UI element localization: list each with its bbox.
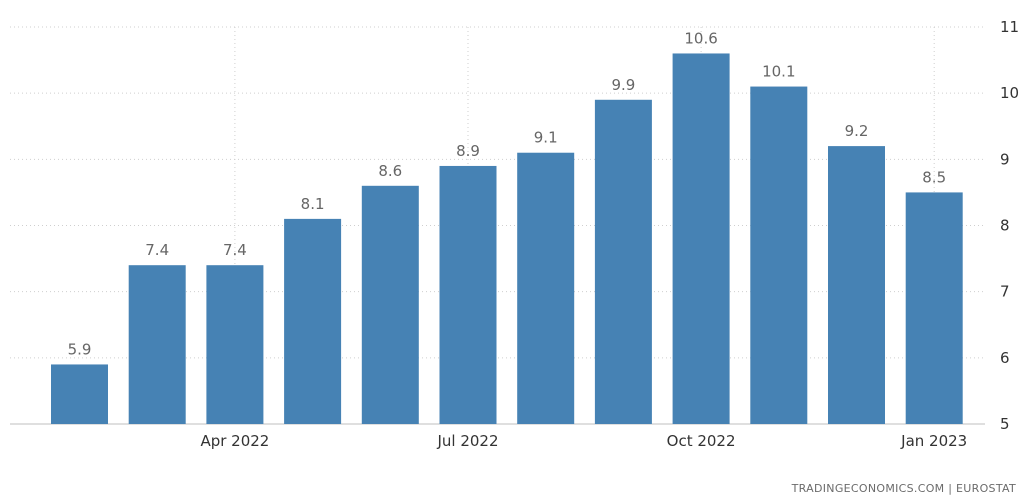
data-label: 8.6 bbox=[378, 162, 402, 180]
data-label: 9.9 bbox=[611, 76, 635, 94]
data-label: 10.1 bbox=[762, 63, 795, 81]
bar bbox=[517, 152, 575, 424]
bar bbox=[672, 53, 730, 424]
y-tick-label: 10 bbox=[1000, 84, 1019, 102]
x-tick-label: Jul 2022 bbox=[436, 432, 498, 450]
y-tick-label: 8 bbox=[1000, 217, 1010, 235]
data-label: 5.9 bbox=[68, 340, 92, 358]
data-label: 8.5 bbox=[922, 168, 946, 186]
y-tick-label: 11 bbox=[1000, 18, 1019, 36]
data-label: 7.4 bbox=[223, 241, 247, 259]
x-tick-label: Oct 2022 bbox=[667, 432, 736, 450]
bar bbox=[284, 218, 342, 424]
bar bbox=[128, 265, 186, 424]
y-tick-label: 7 bbox=[1000, 283, 1010, 301]
y-tick-label: 6 bbox=[1000, 349, 1010, 367]
x-tick-label: Jan 2023 bbox=[900, 432, 967, 450]
data-label: 10.6 bbox=[684, 29, 717, 47]
data-label: 7.4 bbox=[145, 241, 169, 259]
bar bbox=[206, 265, 264, 424]
y-tick-label: 5 bbox=[1000, 415, 1010, 433]
data-label: 9.2 bbox=[845, 122, 869, 140]
bar bbox=[750, 86, 808, 425]
bar bbox=[51, 364, 108, 424]
data-label: 8.1 bbox=[301, 195, 325, 213]
data-label: 9.1 bbox=[534, 129, 558, 147]
bar bbox=[828, 146, 885, 424]
y-tick-label: 9 bbox=[1000, 150, 1010, 168]
source-note: TRADINGECONOMICS.COM | EUROSTAT bbox=[791, 482, 1016, 495]
bar bbox=[361, 185, 419, 424]
bar bbox=[439, 165, 497, 424]
data-label: 8.9 bbox=[456, 142, 480, 160]
bar bbox=[594, 99, 652, 425]
bar bbox=[905, 192, 963, 424]
x-tick-label: Apr 2022 bbox=[200, 432, 269, 450]
